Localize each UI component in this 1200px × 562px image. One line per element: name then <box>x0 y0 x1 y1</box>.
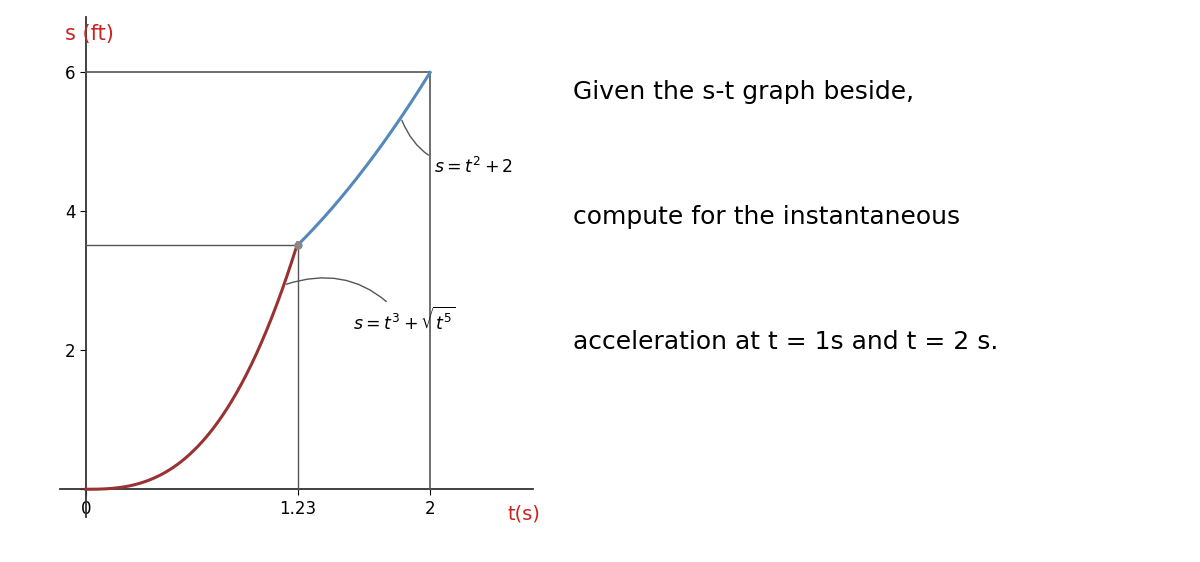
Text: s (ft): s (ft) <box>65 24 114 44</box>
Text: $s = t^2 + 2$: $s = t^2 + 2$ <box>402 120 512 177</box>
Text: $s = t^3 + \sqrt{t^5}$: $s = t^3 + \sqrt{t^5}$ <box>287 278 455 333</box>
Text: Given the s-t graph beside,: Given the s-t graph beside, <box>572 80 914 104</box>
Text: compute for the instantaneous: compute for the instantaneous <box>572 205 960 229</box>
Text: t(s): t(s) <box>508 504 540 523</box>
Text: acceleration at t = 1s and t = 2 s.: acceleration at t = 1s and t = 2 s. <box>572 330 998 354</box>
